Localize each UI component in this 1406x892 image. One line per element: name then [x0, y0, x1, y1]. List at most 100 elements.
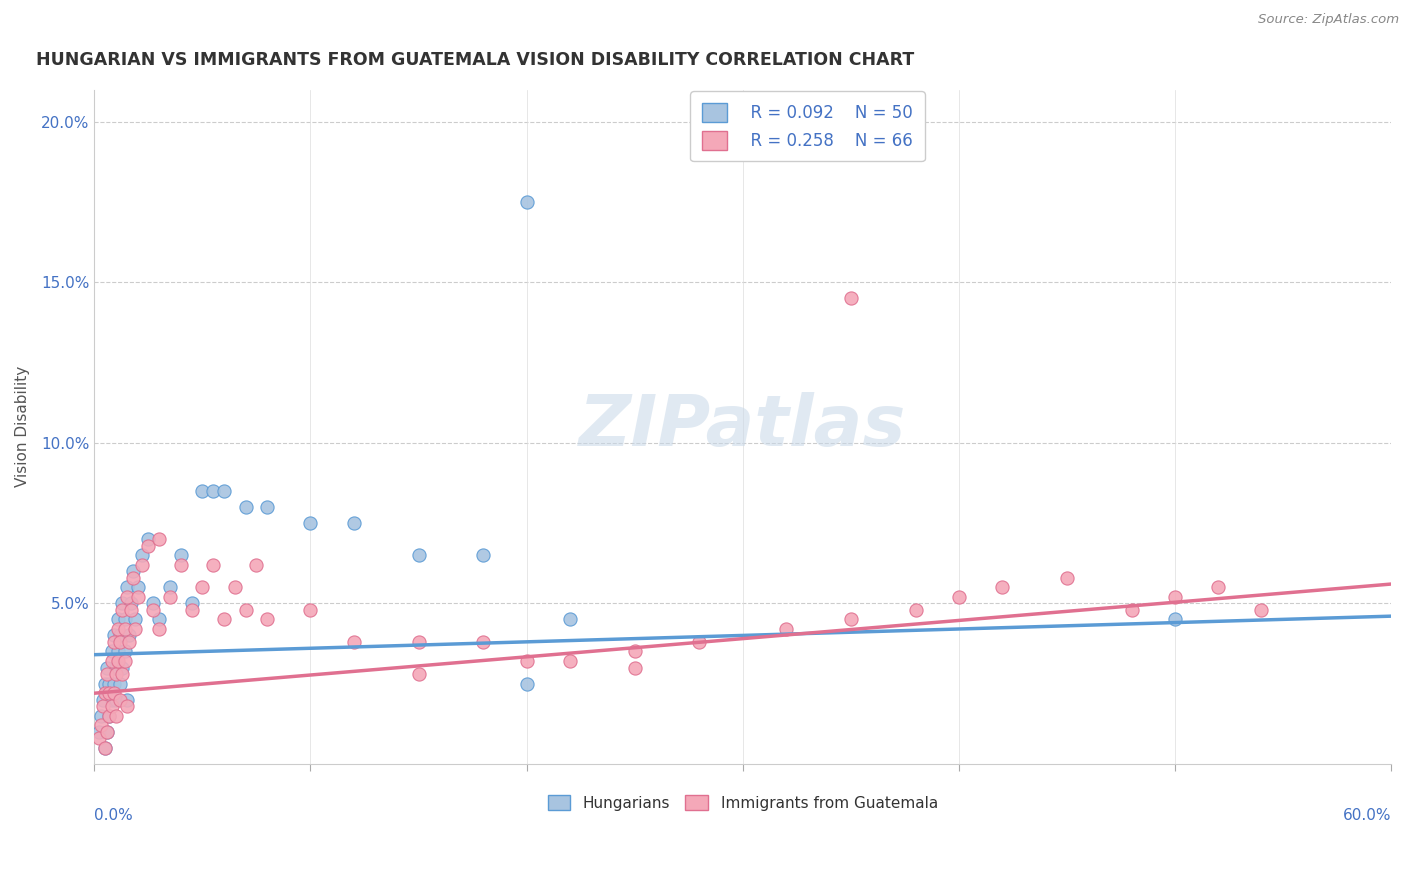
Point — [235, 603, 257, 617]
Point — [131, 548, 153, 562]
Y-axis label: Vision Disability: Vision Disability — [15, 366, 30, 487]
Point — [558, 612, 581, 626]
Point — [96, 724, 118, 739]
Point — [1121, 603, 1143, 617]
Point — [127, 580, 149, 594]
Point — [408, 635, 430, 649]
Point — [111, 667, 134, 681]
Point — [114, 622, 136, 636]
Point — [107, 644, 129, 658]
Point — [839, 291, 862, 305]
Point — [124, 622, 146, 636]
Point — [148, 532, 170, 546]
Point — [111, 603, 134, 617]
Point — [127, 590, 149, 604]
Point — [124, 612, 146, 626]
Point — [408, 667, 430, 681]
Point — [558, 654, 581, 668]
Point — [100, 699, 122, 714]
Point — [180, 603, 202, 617]
Point — [202, 558, 225, 572]
Point — [122, 571, 145, 585]
Point — [191, 580, 214, 594]
Point — [623, 660, 645, 674]
Point — [103, 676, 125, 690]
Point — [1164, 590, 1187, 604]
Point — [623, 644, 645, 658]
Point — [202, 483, 225, 498]
Legend: Hungarians, Immigrants from Guatemala: Hungarians, Immigrants from Guatemala — [541, 789, 943, 817]
Point — [191, 483, 214, 498]
Point — [299, 516, 322, 530]
Point — [103, 635, 125, 649]
Point — [115, 699, 138, 714]
Point — [98, 686, 121, 700]
Point — [170, 548, 193, 562]
Point — [98, 708, 121, 723]
Point — [256, 500, 278, 514]
Point — [1164, 612, 1187, 626]
Point — [212, 612, 235, 626]
Text: Source: ZipAtlas.com: Source: ZipAtlas.com — [1258, 13, 1399, 27]
Point — [96, 724, 118, 739]
Point — [131, 558, 153, 572]
Point — [159, 580, 181, 594]
Point — [516, 195, 538, 210]
Point — [472, 548, 495, 562]
Point — [98, 708, 121, 723]
Point — [91, 692, 114, 706]
Point — [839, 612, 862, 626]
Point — [94, 740, 117, 755]
Point — [114, 644, 136, 658]
Point — [212, 483, 235, 498]
Point — [472, 635, 495, 649]
Point — [148, 612, 170, 626]
Text: 0.0%: 0.0% — [94, 807, 134, 822]
Point — [120, 603, 142, 617]
Point — [104, 692, 127, 706]
Point — [120, 596, 142, 610]
Point — [1206, 580, 1229, 594]
Point — [90, 718, 112, 732]
Point — [148, 622, 170, 636]
Point — [224, 580, 246, 594]
Point — [343, 516, 366, 530]
Point — [235, 500, 257, 514]
Point — [115, 692, 138, 706]
Point — [96, 660, 118, 674]
Point — [104, 660, 127, 674]
Point — [111, 596, 134, 610]
Point — [103, 628, 125, 642]
Point — [516, 654, 538, 668]
Point — [114, 654, 136, 668]
Point — [159, 590, 181, 604]
Text: 60.0%: 60.0% — [1343, 807, 1391, 822]
Point — [122, 564, 145, 578]
Point — [94, 740, 117, 755]
Point — [104, 667, 127, 681]
Point — [87, 724, 110, 739]
Point — [688, 635, 710, 649]
Point — [94, 676, 117, 690]
Point — [118, 635, 141, 649]
Point — [142, 603, 165, 617]
Point — [991, 580, 1014, 594]
Text: HUNGARIAN VS IMMIGRANTS FROM GUATEMALA VISION DISABILITY CORRELATION CHART: HUNGARIAN VS IMMIGRANTS FROM GUATEMALA V… — [37, 51, 914, 69]
Point — [110, 635, 132, 649]
Point — [110, 676, 132, 690]
Point — [245, 558, 267, 572]
Point — [115, 580, 138, 594]
Point — [1056, 571, 1078, 585]
Point — [87, 731, 110, 746]
Point — [170, 558, 193, 572]
Point — [138, 532, 160, 546]
Point — [118, 628, 141, 642]
Point — [180, 596, 202, 610]
Point — [110, 628, 132, 642]
Point — [343, 635, 366, 649]
Point — [775, 622, 797, 636]
Point — [115, 590, 138, 604]
Point — [408, 548, 430, 562]
Point — [142, 596, 165, 610]
Point — [904, 603, 927, 617]
